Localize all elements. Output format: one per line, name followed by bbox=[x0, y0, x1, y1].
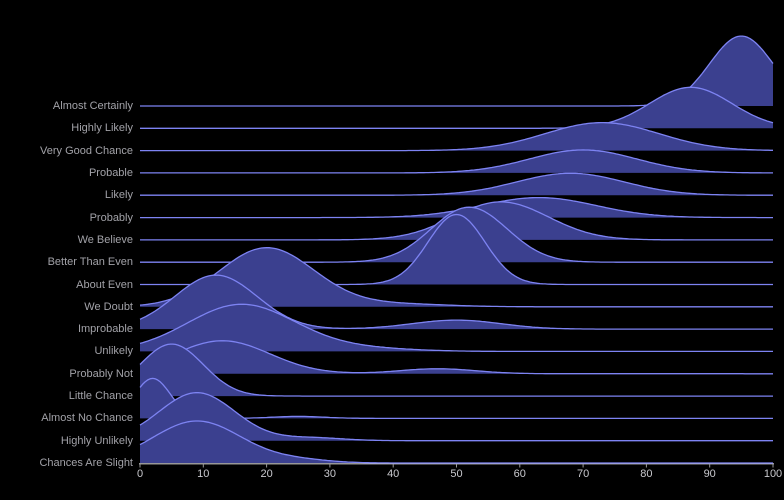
category-label-probably: Probably bbox=[89, 211, 133, 224]
ridge-likely bbox=[140, 172, 773, 196]
category-label-little-chance: Little Chance bbox=[68, 390, 133, 403]
ridge-probably-not bbox=[139, 340, 773, 375]
ridge-outline-and-baseline bbox=[139, 274, 773, 330]
category-label-probable: Probable bbox=[88, 166, 133, 179]
x-tick-label-70: 70 bbox=[576, 468, 590, 480]
ridge-outline-and-baseline bbox=[139, 303, 773, 353]
ridge-fill bbox=[140, 340, 773, 374]
ridge-outline-and-baseline bbox=[140, 121, 773, 152]
ridge-fill bbox=[140, 247, 773, 307]
ridge-highly-likely bbox=[140, 86, 774, 129]
category-label-very-good-chance: Very Good Chance bbox=[40, 144, 133, 157]
category-label-chances-are-slight: Chances Are Slight bbox=[39, 457, 133, 469]
ridge-outline-and-baseline bbox=[140, 149, 773, 174]
ridge-almost-no-chance bbox=[139, 377, 773, 420]
x-tick-label-60: 60 bbox=[513, 468, 526, 480]
ridge-outline-and-baseline bbox=[140, 172, 773, 196]
x-tick-label-30: 30 bbox=[323, 468, 337, 480]
ridge-unlikely bbox=[139, 303, 773, 353]
category-label-likely: Likely bbox=[104, 189, 133, 202]
ridge-outline-and-baseline bbox=[139, 392, 773, 442]
ridge-fill bbox=[140, 87, 773, 129]
category-label-almost-certainly: Almost Certainly bbox=[52, 100, 133, 112]
ridge-outline-and-baseline bbox=[140, 86, 774, 129]
ridge-fill bbox=[140, 344, 773, 397]
ridge-chances-are-slight bbox=[139, 420, 773, 464]
category-label-almost-no-chance: Almost No Chance bbox=[41, 412, 133, 425]
ridge-outline-and-baseline bbox=[139, 340, 773, 375]
x-tick-label-20: 20 bbox=[260, 468, 273, 480]
ridge-we-doubt bbox=[139, 247, 773, 308]
x-tick-label-40: 40 bbox=[387, 468, 400, 480]
ridge-fill bbox=[140, 122, 773, 151]
ridge-outline-and-baseline bbox=[139, 377, 773, 420]
ridge-outline-and-baseline bbox=[139, 343, 773, 397]
x-tick-label-50: 50 bbox=[450, 468, 463, 480]
ridge-fill bbox=[140, 197, 773, 218]
x-tick-label-100: 100 bbox=[763, 468, 783, 480]
x-tick-label-90: 90 bbox=[703, 468, 716, 480]
category-label-we-doubt: We Doubt bbox=[84, 300, 133, 313]
ridge-little-chance bbox=[139, 343, 773, 397]
category-label-unlikely: Unlikely bbox=[94, 345, 133, 358]
category-label-we-believe: We Believe bbox=[77, 233, 133, 246]
category-label-highly-unlikely: Highly Unlikely bbox=[60, 434, 133, 447]
x-tick-label-10: 10 bbox=[197, 468, 210, 480]
ridge-fill bbox=[140, 214, 773, 285]
ridge-fill bbox=[140, 173, 773, 196]
ridge-fill bbox=[140, 149, 773, 173]
ridge-probable bbox=[140, 149, 773, 174]
ridge-outline-and-baseline bbox=[139, 247, 773, 308]
ridge-very-good-chance bbox=[140, 121, 773, 152]
category-label-better-than-even: Better Than Even bbox=[47, 256, 133, 269]
category-label-highly-likely: Highly Likely bbox=[71, 122, 133, 135]
ridge-fill bbox=[140, 421, 773, 463]
x-tick-label-80: 80 bbox=[640, 468, 653, 480]
ridge-outline-and-baseline bbox=[139, 420, 773, 464]
ridge-fill bbox=[140, 304, 773, 352]
x-tick-label-0: 0 bbox=[136, 468, 144, 480]
category-label-about-even: About Even bbox=[76, 278, 133, 291]
category-label-improbable: Improbable bbox=[77, 323, 133, 336]
category-label-probably-not: Probably Not bbox=[69, 367, 133, 380]
